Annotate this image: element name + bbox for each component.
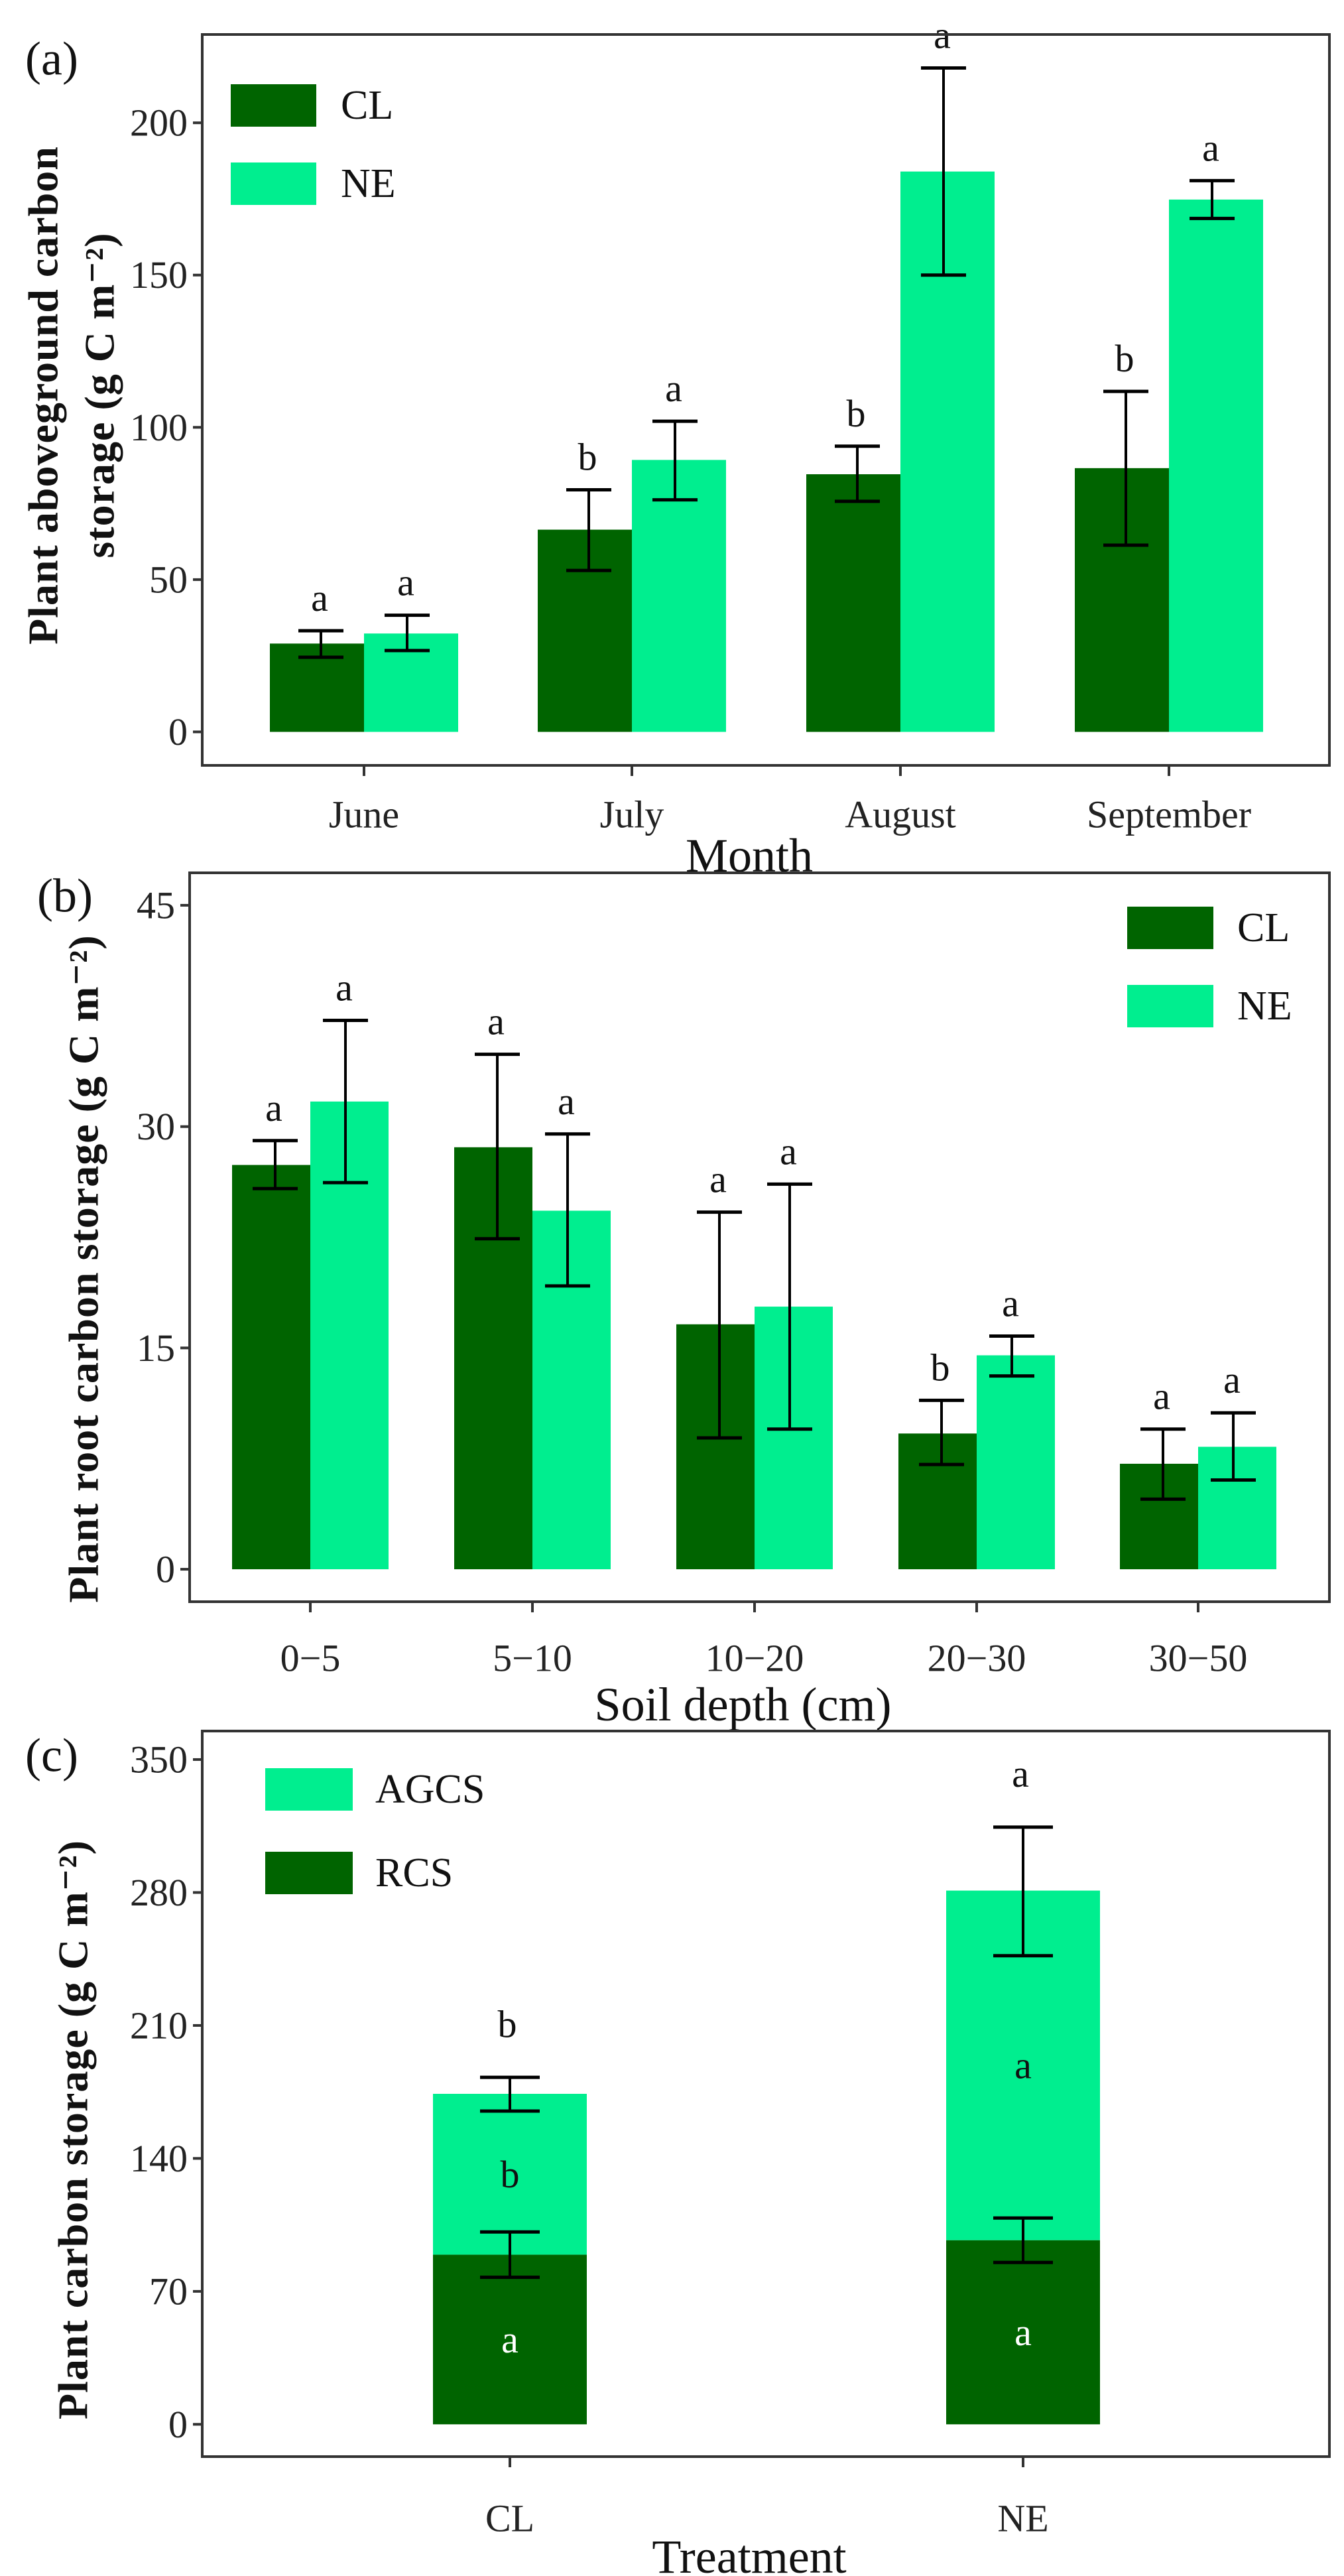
bar-CL bbox=[538, 529, 632, 732]
significance-letter: b bbox=[847, 392, 866, 435]
bar-NE bbox=[632, 460, 726, 732]
significance-letter: a bbox=[1202, 126, 1219, 169]
bar-NE bbox=[310, 1101, 389, 1570]
bar-CL bbox=[454, 1147, 532, 1570]
bar-RCS bbox=[946, 2240, 1100, 2425]
bar-NE bbox=[364, 633, 458, 732]
y-tick-label: 140 bbox=[130, 2137, 188, 2180]
bar-CL bbox=[898, 1433, 977, 1570]
bar-RCS bbox=[433, 2254, 587, 2425]
y-tick-label: 0 bbox=[168, 710, 188, 753]
x-tick-label: 30−50 bbox=[1149, 1637, 1248, 1680]
x-tick-label: June bbox=[329, 793, 399, 836]
bar-CL bbox=[1120, 1463, 1198, 1570]
bar-CL bbox=[232, 1165, 310, 1570]
legend-swatch-RCS bbox=[265, 1852, 353, 1894]
significance-letter: a bbox=[665, 367, 682, 410]
legend-swatch-AGCS bbox=[265, 1768, 353, 1811]
x-axis-title: Soil depth (cm) bbox=[595, 1678, 892, 1731]
panel-a: (a) 0 50 100 150 200 Plant aboveground carbon s… bbox=[20, 14, 1331, 882]
significance-letter: b bbox=[578, 435, 597, 478]
legend-label: NE bbox=[341, 161, 396, 206]
panel-label: (c) bbox=[25, 1729, 78, 1782]
y-axis-title: Plant carbon storage (g C m⁻²) bbox=[50, 1840, 97, 2419]
plot-frame bbox=[201, 33, 1331, 767]
significance-letter: a bbox=[1153, 1375, 1170, 1418]
legend-swatch-NE bbox=[1127, 985, 1213, 1027]
bar-CL bbox=[676, 1324, 755, 1570]
x-tick-label: August bbox=[845, 793, 956, 836]
significance-letter: a bbox=[780, 1129, 797, 1173]
bar-NE bbox=[1169, 199, 1263, 732]
bar-NE bbox=[532, 1210, 611, 1570]
y-axis-title: Plant aboveground carbon bbox=[20, 146, 67, 645]
legend-swatch-NE bbox=[231, 162, 316, 205]
bar-CL bbox=[806, 474, 900, 732]
y-axis-title: Plant root carbon storage (g C m⁻²) bbox=[60, 934, 107, 1603]
bar-NE bbox=[1198, 1447, 1276, 1570]
y-axis-title: storage (g C m⁻²) bbox=[76, 232, 123, 558]
y-tick-label: 350 bbox=[130, 1738, 188, 1781]
y-tick-label: 0 bbox=[168, 2403, 188, 2446]
significance-letter: a bbox=[1223, 1358, 1241, 1401]
significance-letter: a bbox=[709, 1158, 727, 1201]
significance-letter: a bbox=[558, 1080, 575, 1123]
significance-letter-total: a bbox=[1012, 1752, 1029, 1795]
y-tick-label: 15 bbox=[137, 1326, 175, 1370]
y-tick-label: 45 bbox=[137, 883, 175, 927]
y-tick-label: 280 bbox=[130, 1871, 188, 1914]
legend-label: NE bbox=[1237, 984, 1292, 1029]
bar-NE bbox=[755, 1307, 833, 1570]
panel-b: (b) 0 15 30 45 Plant root carbon storage (g C… bbox=[37, 869, 1331, 1731]
legend-label: CL bbox=[341, 83, 393, 128]
y-tick-label: 100 bbox=[130, 406, 188, 449]
significance-letter-rcs: a bbox=[501, 2318, 519, 2361]
x-tick-label: CL bbox=[485, 2497, 534, 2540]
x-tick-label: 0−5 bbox=[280, 1637, 341, 1680]
y-tick-label: 70 bbox=[149, 2270, 188, 2313]
legend-swatch-CL bbox=[1127, 907, 1213, 949]
legend-label: AGCS bbox=[375, 1767, 485, 1812]
panel-c: (c) 0 70 140 210 280 350 Plant carbon storage (… bbox=[25, 1729, 1331, 2576]
significance-letter: a bbox=[336, 966, 353, 1009]
significance-letter-rcs: a bbox=[1014, 2311, 1032, 2354]
panel-label: (a) bbox=[25, 32, 78, 86]
x-tick-label: 5−10 bbox=[493, 1637, 572, 1680]
significance-letter: a bbox=[311, 576, 328, 619]
bar-AGCS bbox=[433, 2094, 587, 2255]
y-tick-label: 210 bbox=[130, 2004, 188, 2047]
significance-letter: a bbox=[1002, 1282, 1019, 1325]
significance-letter: a bbox=[397, 561, 414, 604]
x-tick-label: 10−20 bbox=[705, 1637, 804, 1680]
bar-NE bbox=[977, 1355, 1055, 1570]
x-tick-label: September bbox=[1087, 793, 1251, 836]
x-tick-label: 20−30 bbox=[928, 1637, 1026, 1680]
significance-letter: a bbox=[265, 1086, 282, 1129]
x-tick-label: July bbox=[600, 793, 664, 836]
y-tick-label: 50 bbox=[149, 558, 188, 601]
significance-letter: a bbox=[487, 1000, 505, 1043]
bar-NE bbox=[900, 171, 995, 732]
significance-letter-agcs: b bbox=[501, 2153, 520, 2196]
plot-frame bbox=[188, 871, 1331, 1603]
y-tick-label: 150 bbox=[130, 253, 188, 296]
y-tick-label: 200 bbox=[130, 101, 188, 145]
y-tick-label: 30 bbox=[137, 1105, 175, 1148]
legend-swatch-CL bbox=[231, 84, 316, 127]
significance-letter-agcs: a bbox=[1014, 2044, 1032, 2087]
x-tick-label: NE bbox=[997, 2497, 1048, 2540]
significance-letter: b bbox=[1115, 337, 1134, 380]
plot-frame bbox=[201, 1730, 1331, 2458]
significance-letter: b bbox=[931, 1346, 950, 1389]
x-axis-title: Treatment bbox=[652, 2530, 846, 2576]
legend-label: CL bbox=[1237, 905, 1290, 950]
bar-CL bbox=[1075, 468, 1169, 732]
significance-letter-total: b bbox=[498, 2002, 517, 2045]
panel-label: (b) bbox=[37, 869, 93, 923]
y-tick-label: 0 bbox=[156, 1548, 175, 1591]
legend-label: RCS bbox=[375, 1850, 453, 1896]
